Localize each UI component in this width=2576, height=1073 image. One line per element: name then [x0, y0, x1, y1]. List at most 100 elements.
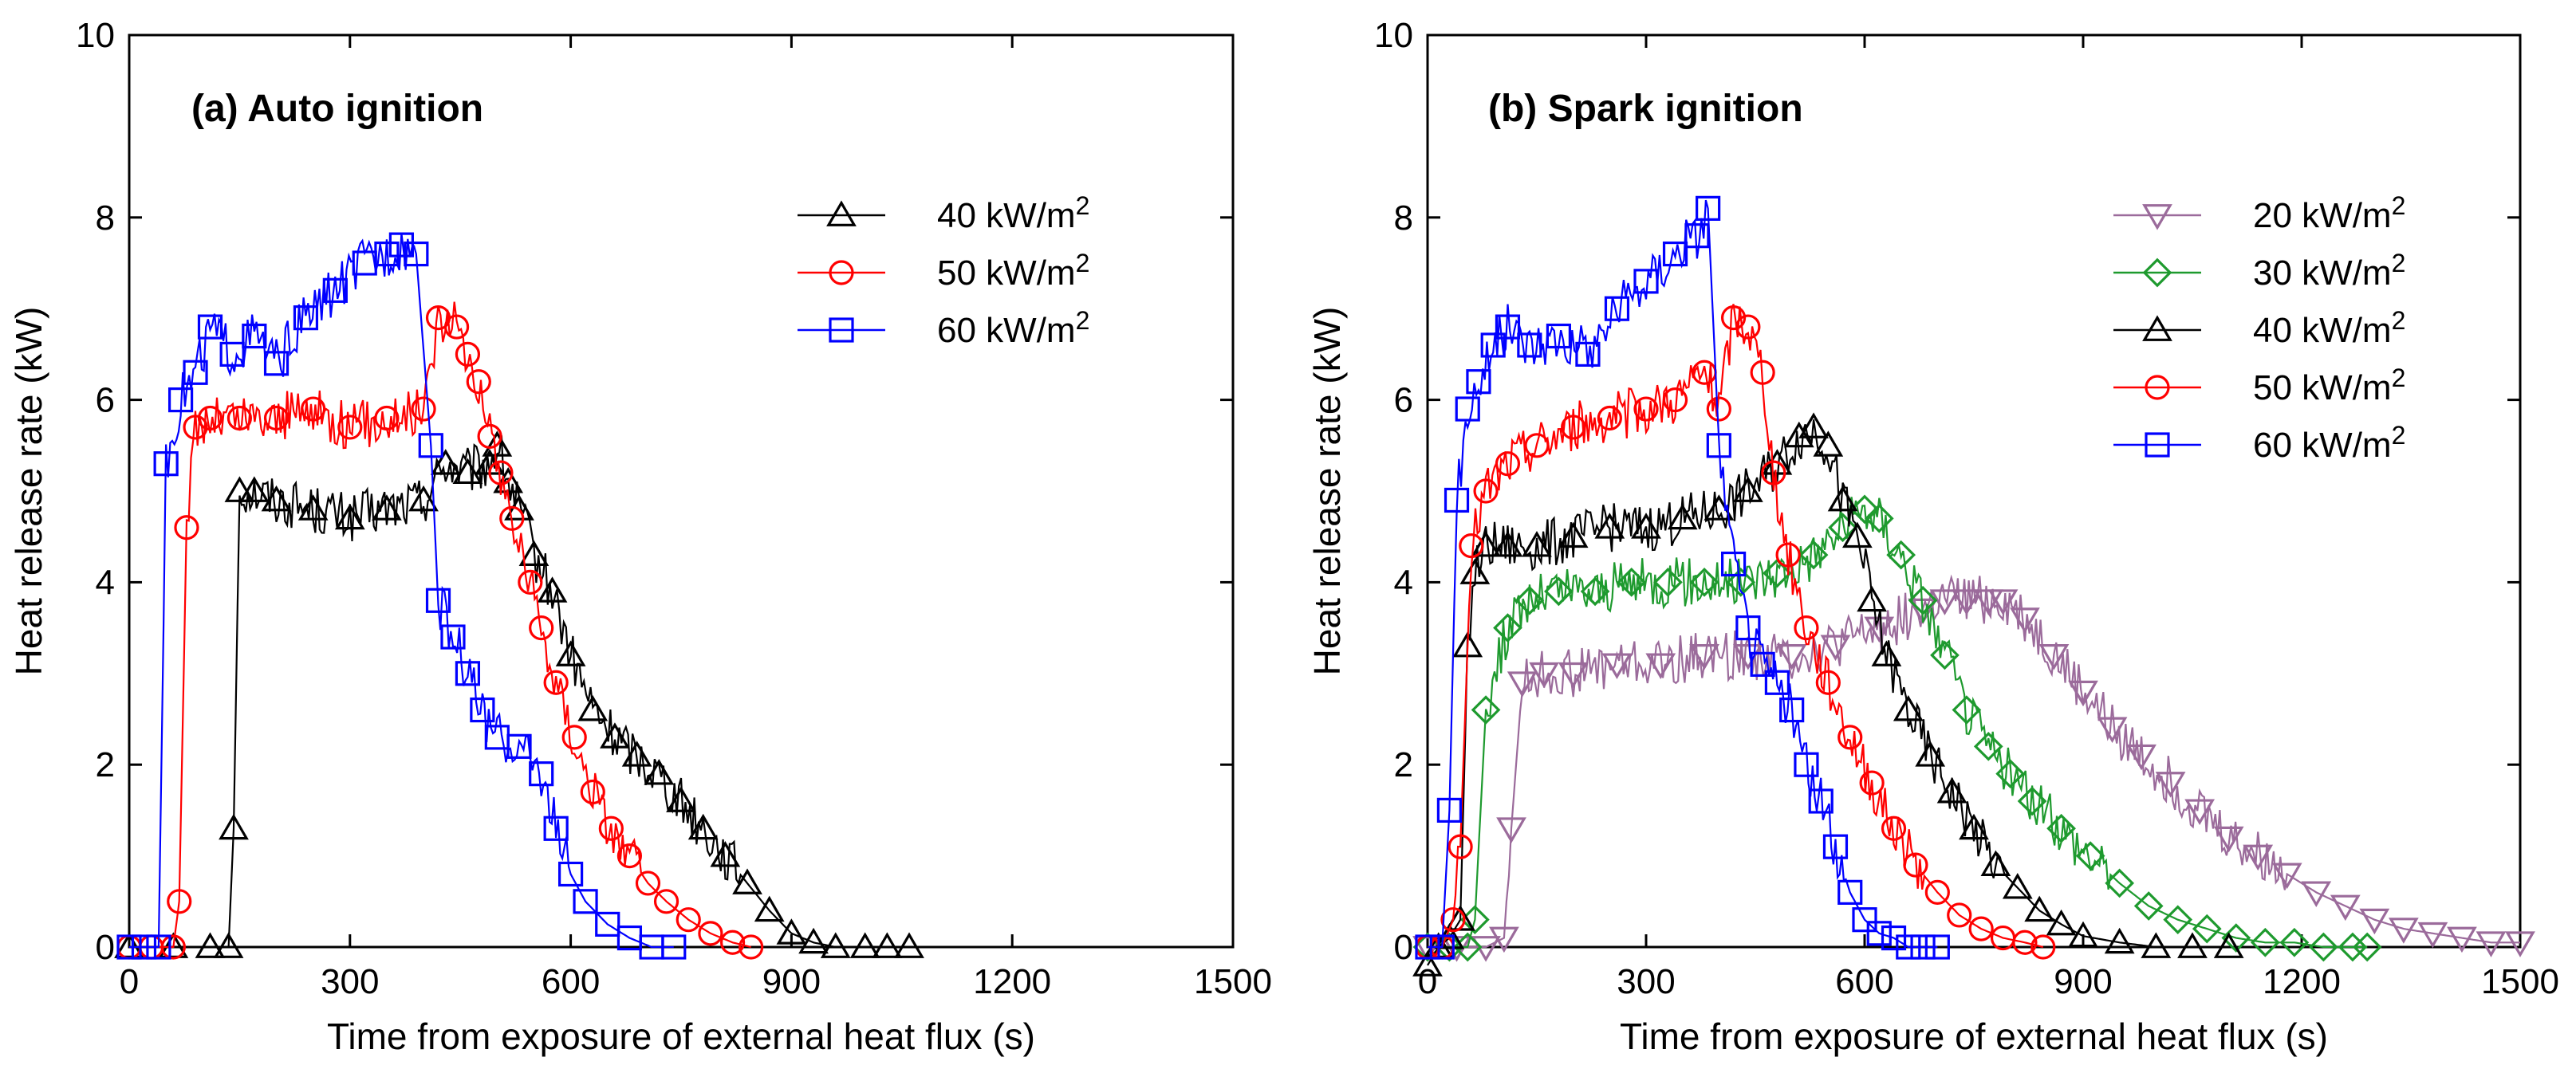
plot-frame — [128, 33, 1235, 949]
data-point — [600, 722, 630, 749]
data-point — [1968, 916, 1994, 941]
legend-marker — [2142, 315, 2172, 341]
data-point — [1849, 494, 1880, 525]
data-point — [1798, 540, 1829, 570]
series-line — [129, 301, 751, 949]
data-point — [616, 843, 643, 869]
data-point — [1412, 950, 1443, 977]
data-point — [1779, 697, 1805, 723]
series-line — [1428, 199, 1938, 949]
data-point — [529, 761, 554, 787]
data-point — [2024, 895, 2055, 922]
data-point — [598, 816, 624, 841]
data-point — [1794, 615, 1819, 641]
x-tick-label: 600 — [542, 962, 600, 1001]
data-point — [374, 241, 400, 267]
data-point — [484, 725, 510, 750]
data-point — [1604, 296, 1630, 321]
data-point — [1929, 589, 1960, 615]
series-40-kw-m2 — [1412, 412, 2244, 977]
y-tick-label: 0 — [96, 928, 115, 967]
data-point — [2309, 932, 2338, 962]
data-point — [2417, 922, 2448, 949]
data-point — [1775, 542, 1801, 568]
data-point — [529, 615, 554, 641]
data-point — [1808, 788, 1834, 814]
x-axis-label: Time from exposure of external heat flux… — [1620, 1016, 2328, 1057]
series-60-kw-m2 — [1415, 195, 1950, 960]
data-point — [153, 451, 179, 477]
data-point — [197, 405, 223, 431]
data-point — [2338, 932, 2368, 962]
data-point — [1429, 934, 1455, 960]
data-point — [2097, 717, 2128, 744]
data-point — [1735, 615, 1761, 641]
data-point — [2352, 932, 2382, 962]
data-point — [2476, 931, 2507, 957]
data-point — [1507, 671, 1538, 698]
x-tick-label: 0 — [1418, 962, 1437, 1001]
data-point — [1471, 695, 1501, 725]
legend-label: 40 kW/m2 — [937, 191, 1089, 235]
y-tick-label: 2 — [96, 745, 115, 784]
data-point — [661, 934, 687, 960]
data-point — [2141, 932, 2172, 958]
data-point — [1732, 476, 1763, 502]
data-point — [1601, 653, 1633, 679]
data-point — [1492, 531, 1523, 557]
data-point — [293, 305, 319, 331]
data-point — [1910, 934, 1936, 960]
data-point — [2279, 927, 2310, 957]
data-point — [1973, 589, 2004, 615]
y-tick-label: 6 — [1394, 381, 1413, 420]
data-point — [561, 725, 587, 750]
data-point — [754, 895, 785, 922]
data-point — [374, 405, 400, 431]
data-point — [687, 813, 719, 840]
data-point — [146, 934, 171, 960]
data-point — [411, 396, 436, 422]
data-point — [506, 733, 532, 759]
data-point — [1524, 433, 1550, 458]
data-point — [1952, 695, 1982, 725]
data-point — [1617, 568, 1647, 597]
data-point — [2038, 643, 2070, 670]
data-point — [455, 341, 481, 367]
data-point — [1689, 568, 1719, 597]
data-point — [1459, 533, 1484, 559]
data-point — [2177, 932, 2208, 958]
data-point — [388, 232, 414, 257]
data-point — [1908, 598, 1938, 625]
data-point — [213, 932, 244, 958]
data-point — [1896, 934, 1921, 960]
data-point — [2030, 934, 2056, 960]
data-point — [1667, 503, 1698, 530]
data-point — [2104, 927, 2135, 954]
data-point — [1689, 643, 1719, 670]
series-50-kw-m2 — [116, 301, 764, 960]
data-point — [1594, 513, 1625, 539]
data-point — [131, 934, 157, 960]
data-point — [719, 930, 746, 955]
data-point — [1837, 725, 1863, 750]
data-point — [1750, 651, 1775, 677]
data-point — [2213, 932, 2244, 958]
data-point — [2213, 826, 2244, 853]
data-point — [2126, 744, 2157, 771]
legend-marker — [829, 317, 854, 343]
y-tick-label: 8 — [1394, 198, 1413, 238]
series-line — [129, 233, 674, 949]
data-point — [1783, 421, 1814, 448]
data-point — [1794, 752, 1819, 777]
data-point — [1721, 551, 1747, 577]
data-point — [2010, 607, 2040, 634]
data-point — [2250, 927, 2280, 957]
data-point — [2271, 863, 2302, 890]
y-tick-label: 10 — [1374, 16, 1413, 55]
data-point — [666, 786, 696, 812]
data-point — [1735, 314, 1761, 340]
legend-entry: 40 kW/m2 — [2113, 306, 2405, 350]
data-point — [543, 816, 569, 841]
panel-title: (b) Spark ignition — [1488, 88, 1803, 130]
data-point — [1455, 396, 1480, 422]
